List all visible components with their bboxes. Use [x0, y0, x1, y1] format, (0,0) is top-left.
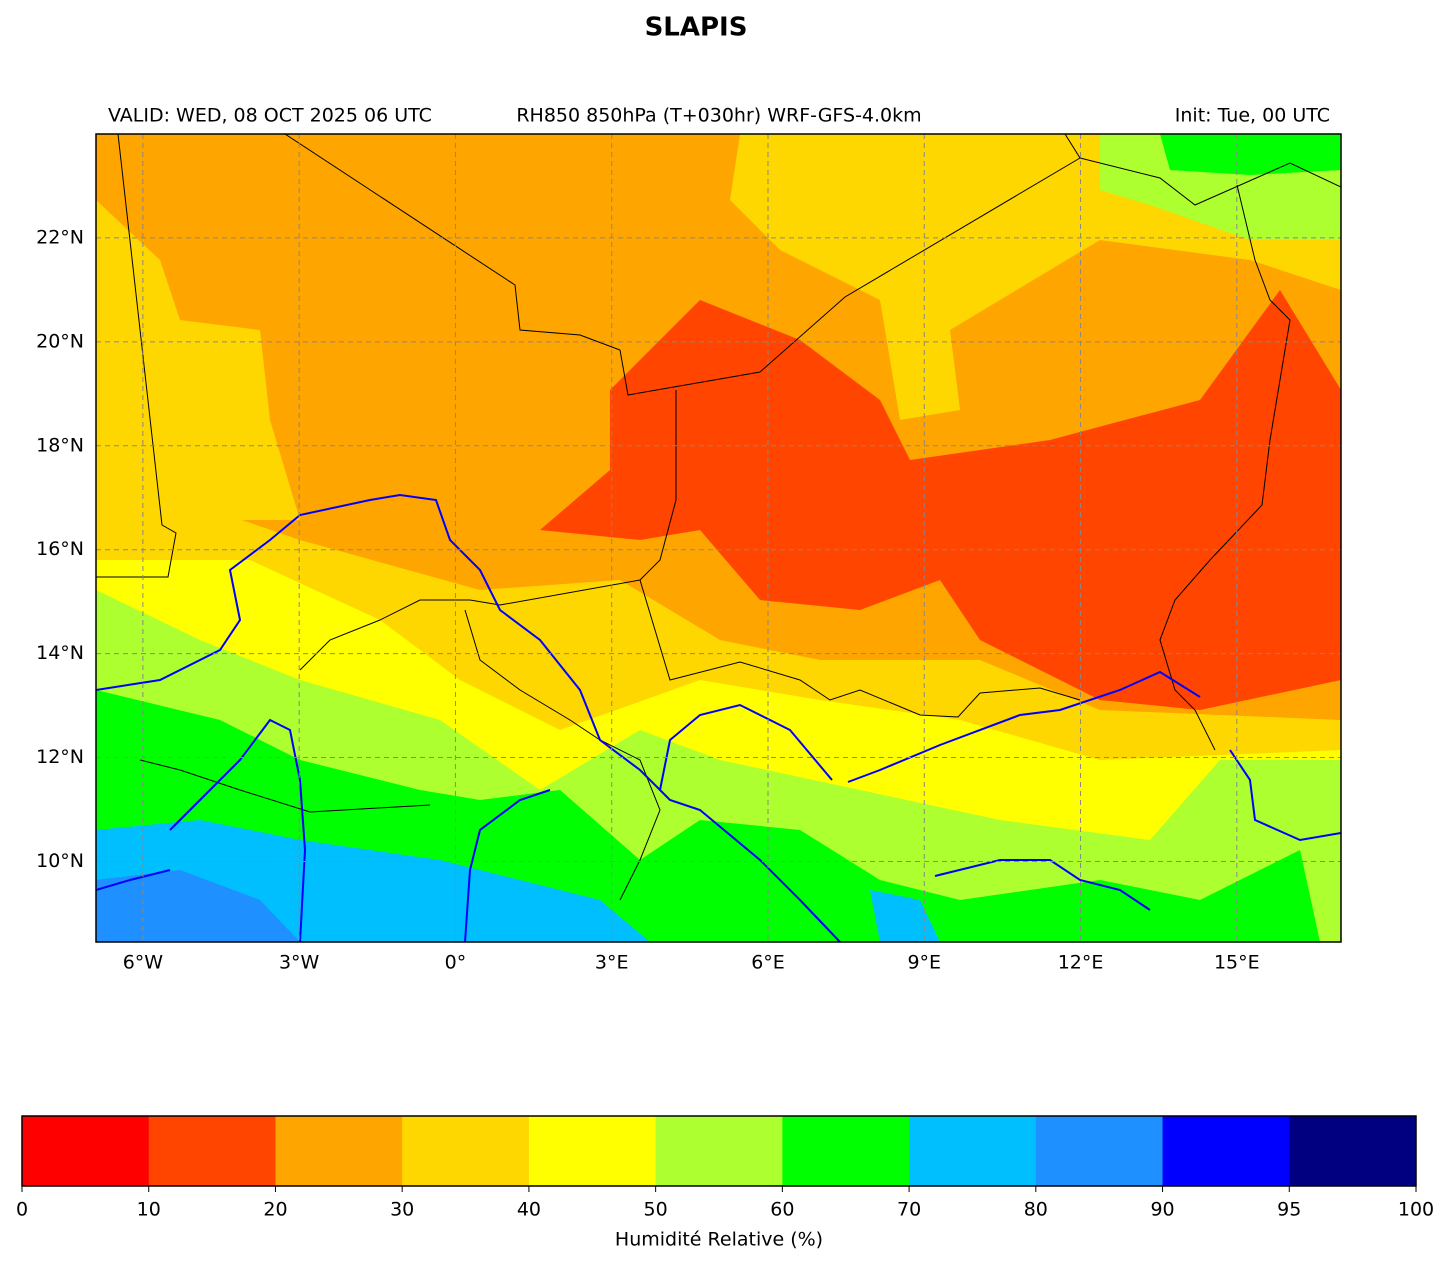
colorbar-tick-label: 80	[1024, 1199, 1048, 1221]
colorbar-tick-label: 40	[517, 1199, 541, 1221]
x-tick-label: 6°E	[751, 952, 785, 974]
x-tick-label: 12°E	[1058, 952, 1104, 974]
x-tick-label: 3°W	[279, 952, 320, 974]
colorbar-tick-label: 50	[644, 1199, 668, 1221]
colorbar-tick-label: 95	[1277, 1199, 1301, 1221]
title: SLAPIS	[645, 13, 748, 43]
x-tick-label: 15°E	[1214, 952, 1260, 974]
header-left: VALID: WED, 08 OCT 2025 06 UTC	[108, 105, 432, 127]
colorbar-tick-label: 60	[770, 1199, 794, 1221]
x-tick-label: 9°E	[907, 952, 941, 974]
colorbar-segment	[275, 1116, 403, 1186]
colorbar-label: Humidité Relative (%)	[615, 1229, 823, 1251]
y-tick-label: 12°N	[36, 746, 84, 768]
x-tick-label: 0°	[445, 952, 467, 974]
colorbar-tick-label: 100	[1398, 1199, 1434, 1221]
colorbar: 0 10 20 30 40 50 60 70 80 90 95 100	[16, 1115, 1434, 1221]
colorbar-segment	[1035, 1116, 1164, 1186]
header-center: RH850 850hPa (T+030hr) WRF-GFS-4.0km	[516, 105, 921, 127]
colorbar-segment	[1289, 1116, 1417, 1186]
map-axes: 6°W 3°W 0° 3°E 6°E 9°E 12°E 15°E 10°N 12°N 14°N 16°…	[36, 134, 1341, 974]
colorbar-segment	[528, 1116, 657, 1186]
x-tick-label: 6°W	[123, 952, 164, 974]
colorbar-tick-label: 10	[137, 1199, 161, 1221]
colorbar-tick-label: 90	[1150, 1199, 1174, 1221]
colorbar-tick-label: 70	[897, 1199, 921, 1221]
y-tick-label: 16°N	[36, 538, 84, 560]
colorbar-segment	[1162, 1116, 1290, 1186]
y-tick-label: 18°N	[36, 434, 84, 456]
colorbar-tick-label: 0	[16, 1199, 28, 1221]
y-tick-label: 10°N	[36, 850, 84, 872]
colorbar-segment	[655, 1116, 783, 1186]
x-tick-label: 3°E	[595, 952, 629, 974]
colorbar-tick-label: 20	[263, 1199, 287, 1221]
y-tick-label: 14°N	[36, 642, 84, 664]
map-frame	[95, 133, 1342, 943]
colorbar-frame	[21, 1115, 1417, 1187]
colorbar-segment	[22, 1116, 150, 1186]
colorbar-segment	[148, 1116, 276, 1186]
colorbar-segment	[909, 1116, 1037, 1186]
y-tick-label: 22°N	[36, 226, 84, 248]
y-tick-label: 20°N	[36, 330, 84, 352]
header-right: Init: Tue, 00 UTC	[1175, 105, 1330, 127]
colorbar-tick-label: 30	[390, 1199, 414, 1221]
colorbar-segment	[402, 1116, 530, 1186]
colorbar-segment	[782, 1116, 910, 1186]
map-field	[96, 134, 1341, 942]
